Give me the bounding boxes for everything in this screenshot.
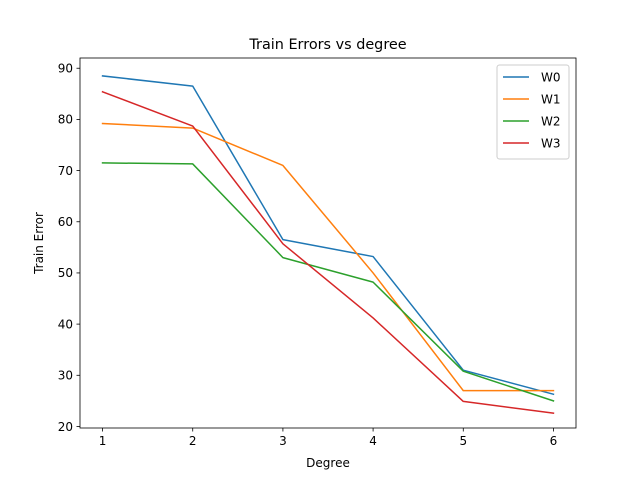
y-tick-label: 60 bbox=[58, 215, 73, 229]
legend-label-w0: W0 bbox=[541, 70, 561, 84]
y-tick-label: 40 bbox=[58, 317, 73, 331]
x-tick-label: 1 bbox=[99, 434, 107, 448]
y-axis-ticks: 20 30 40 50 60 70 80 90 bbox=[58, 62, 80, 434]
x-tick-label: 4 bbox=[369, 434, 377, 448]
series-layer bbox=[101, 75, 555, 415]
legend: W0 W1 W2 W3 bbox=[496, 64, 570, 160]
series-line-w2 bbox=[101, 162, 555, 402]
series-line-w0 bbox=[101, 75, 555, 396]
x-tick-label: 2 bbox=[189, 434, 197, 448]
y-tick-label: 30 bbox=[58, 369, 73, 383]
x-tick-label: 5 bbox=[459, 434, 467, 448]
x-tick-label: 3 bbox=[279, 434, 287, 448]
y-tick-label: 70 bbox=[58, 164, 73, 178]
x-axis-ticks: 1 2 3 4 5 6 bbox=[99, 428, 558, 448]
y-tick-label: 20 bbox=[58, 420, 73, 434]
series-line-w3 bbox=[101, 90, 555, 415]
y-tick-label: 50 bbox=[58, 266, 73, 280]
x-tick-label: 6 bbox=[550, 434, 558, 448]
legend-frame bbox=[496, 64, 570, 160]
chart-title: Train Errors vs degree bbox=[248, 37, 406, 53]
legend-label-w3: W3 bbox=[541, 136, 561, 150]
legend-label-w2: W2 bbox=[541, 114, 561, 128]
y-tick-label: 80 bbox=[58, 113, 73, 127]
series-line-w1 bbox=[101, 122, 555, 392]
x-axis-label: Degree bbox=[306, 456, 350, 470]
y-tick-label: 90 bbox=[58, 62, 73, 76]
y-axis-label: Train Error bbox=[32, 212, 46, 275]
plot-frame bbox=[79, 57, 577, 429]
legend-label-w1: W1 bbox=[541, 92, 561, 106]
